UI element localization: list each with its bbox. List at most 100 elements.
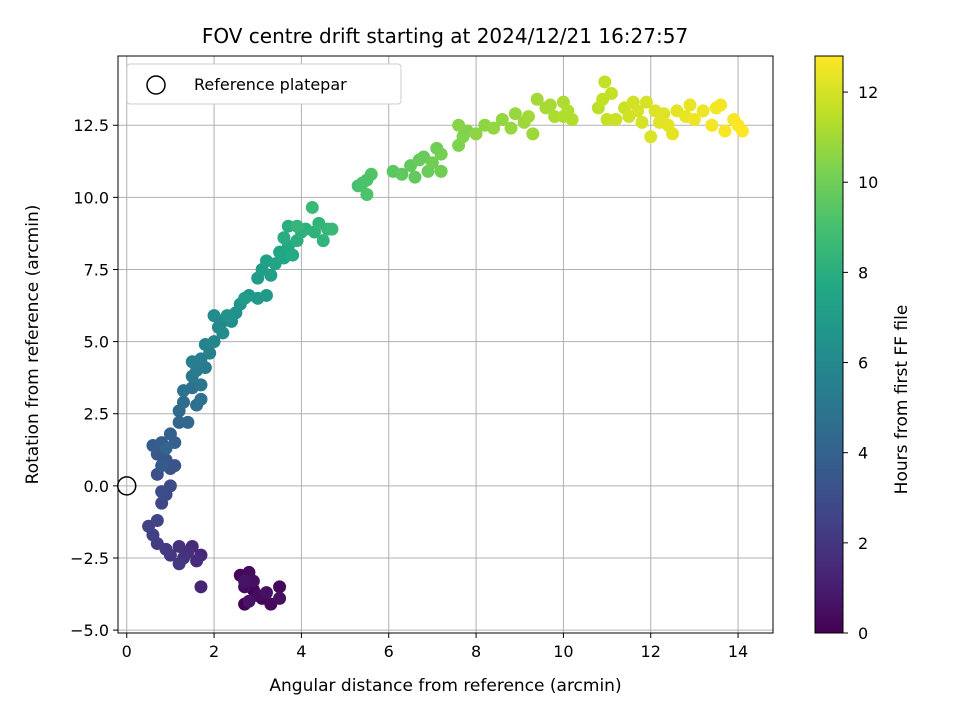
data-point	[556, 110, 570, 124]
x-tick-label: 0	[122, 642, 132, 661]
data-point	[277, 231, 291, 245]
data-point	[604, 87, 618, 101]
data-point	[543, 98, 557, 112]
data-point	[207, 335, 221, 349]
data-point	[194, 378, 208, 392]
data-point	[687, 112, 701, 126]
data-point	[172, 557, 186, 571]
data-point	[735, 124, 749, 138]
data-point	[487, 121, 501, 135]
data-point	[714, 98, 728, 112]
data-point	[598, 75, 612, 89]
data-point	[207, 309, 221, 323]
data-point	[181, 415, 195, 429]
colorbar-tick-label: 8	[858, 263, 868, 282]
data-point	[360, 173, 374, 187]
data-point	[360, 187, 374, 201]
y-tick-label: 12.5	[73, 116, 109, 135]
data-point	[238, 291, 252, 305]
colorbar-tick-label: 12	[858, 83, 878, 102]
legend-marker-icon	[146, 75, 166, 95]
data-point	[159, 441, 173, 455]
data-point	[242, 594, 256, 608]
data-point	[150, 513, 164, 527]
x-tick-label: 2	[209, 642, 219, 661]
data-point	[194, 580, 208, 594]
x-tick-label: 8	[471, 642, 481, 661]
legend-box	[126, 63, 402, 105]
data-point	[644, 130, 658, 144]
data-point	[220, 309, 234, 323]
data-point	[425, 156, 439, 170]
data-point	[155, 459, 169, 473]
x-tick-label: 4	[296, 642, 306, 661]
data-point	[705, 118, 719, 132]
grid	[118, 56, 773, 633]
data-point	[273, 580, 287, 594]
y-tick-label: 2.5	[84, 405, 109, 424]
x-tick-label: 12	[641, 642, 661, 661]
data-point	[216, 326, 230, 340]
y-tick-label: −2.5	[70, 549, 109, 568]
colorbar-label: Hours from first FF file	[892, 305, 912, 495]
data-point	[194, 392, 208, 406]
y-tick-label: 5.0	[84, 333, 109, 352]
data-point	[434, 164, 448, 178]
data-point	[273, 591, 287, 605]
data-point	[631, 104, 645, 118]
data-point	[290, 219, 304, 233]
data-point	[259, 586, 273, 600]
y-tick-label: 0.0	[84, 477, 109, 496]
colorbar-tick-label: 10	[858, 173, 878, 192]
data-point	[305, 200, 319, 214]
data-point	[434, 147, 448, 161]
data-point	[190, 554, 204, 568]
data-point	[609, 112, 623, 126]
colorbar-tick-label: 0	[858, 624, 868, 643]
data-point	[259, 288, 273, 302]
data-point	[526, 127, 540, 141]
x-axis-label: Angular distance from reference (arcmin)	[269, 676, 621, 696]
plot-frame	[117, 55, 774, 634]
data-point	[504, 121, 518, 135]
colorbar-ticks: 0 2 4 6 8 10 12	[843, 83, 878, 643]
data-point	[696, 104, 710, 118]
data-point	[408, 170, 422, 184]
data-point	[264, 268, 278, 282]
data-point	[521, 110, 535, 124]
y-tick-label: 10.0	[73, 188, 109, 207]
colorbar-tick-label: 6	[858, 354, 868, 373]
data-point	[286, 248, 300, 262]
data-point	[666, 127, 680, 141]
x-tick-label: 6	[384, 642, 394, 661]
data-point	[177, 384, 190, 398]
data-point	[177, 395, 190, 409]
data-point	[469, 127, 483, 141]
legend: Reference platepar	[126, 63, 402, 105]
data-point	[657, 107, 671, 121]
y-tick-label: −5.0	[70, 621, 109, 640]
legend-label: Reference platepar	[194, 75, 347, 94]
axes: 0 2 4 6 8 10 12 14 −5.0 −2.5 0.0 2.5 5.0 7.5 10.0 12.5	[70, 116, 748, 661]
data-point	[508, 107, 522, 121]
data-point	[316, 234, 330, 248]
data-point	[639, 95, 653, 109]
data-point	[452, 118, 466, 132]
data-point	[530, 92, 544, 106]
colorbar	[814, 55, 844, 634]
data-points	[116, 75, 749, 611]
x-tick-label: 14	[728, 642, 748, 661]
data-point	[155, 485, 169, 499]
x-tick-label: 10	[553, 642, 573, 661]
data-point	[683, 98, 697, 112]
colorbar-tick-label: 2	[858, 534, 868, 553]
data-point	[172, 539, 186, 553]
y-axis-label: Rotation from reference (arcmin)	[23, 205, 43, 485]
data-point	[238, 574, 252, 588]
data-point	[635, 115, 649, 129]
data-point	[495, 112, 509, 126]
data-point	[718, 124, 732, 138]
data-point	[185, 355, 199, 369]
